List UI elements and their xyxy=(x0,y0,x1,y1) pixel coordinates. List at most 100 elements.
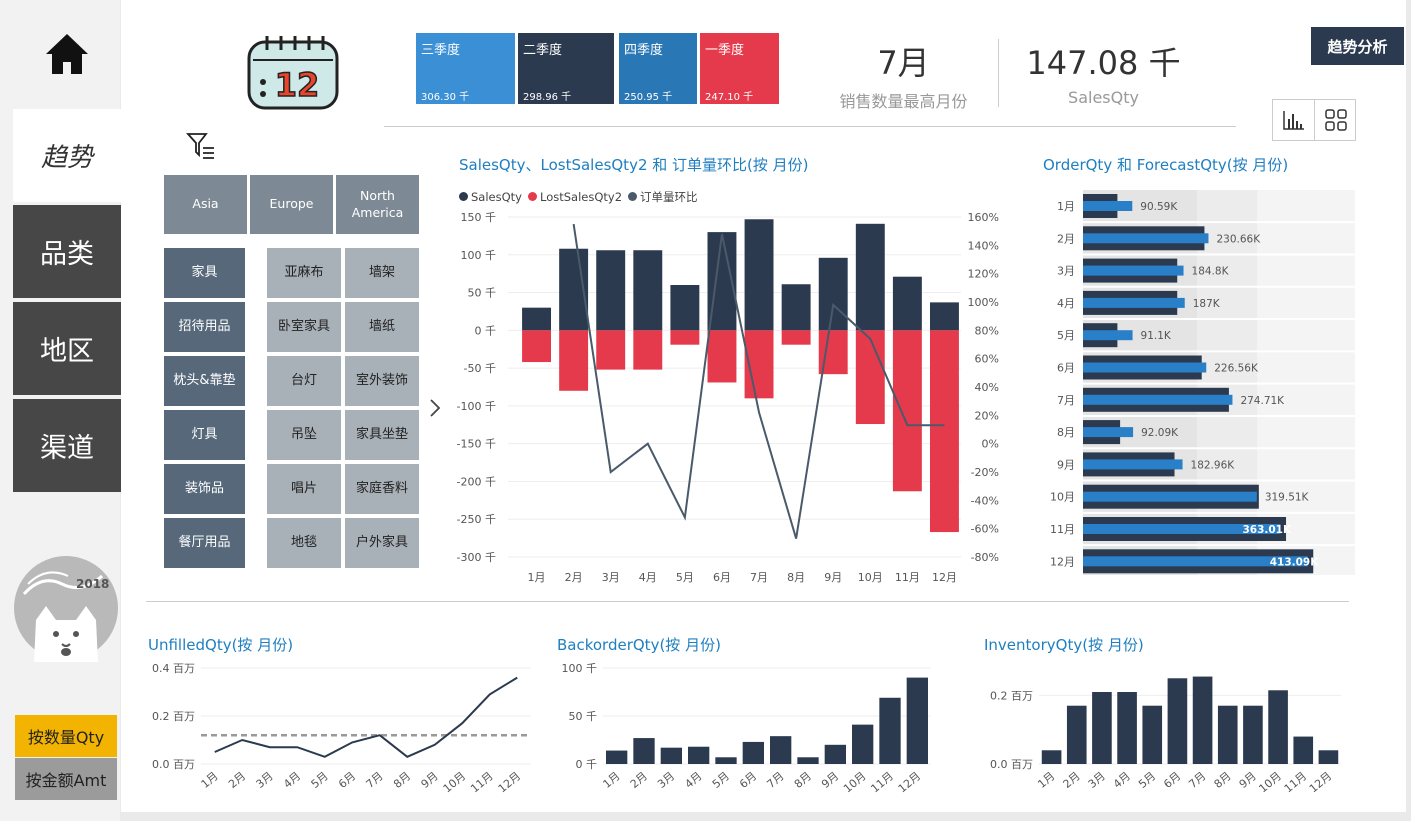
legend-item[interactable]: 订单量环比 xyxy=(628,189,698,205)
bar[interactable] xyxy=(1117,692,1137,764)
order-ratio-line[interactable] xyxy=(572,223,945,539)
bar[interactable] xyxy=(1192,676,1213,764)
clear-filter-button[interactable] xyxy=(185,131,216,161)
quarter-tile[interactable]: 一季度 247.10 千 xyxy=(700,33,779,104)
order-bar[interactable] xyxy=(1083,459,1183,470)
lost-sales-bar[interactable] xyxy=(929,330,959,533)
order-bar[interactable] xyxy=(1083,330,1133,341)
category-slicer-button[interactable]: 亚麻布 xyxy=(267,248,341,298)
nav-item-trend[interactable]: 趋势 xyxy=(13,109,121,202)
order-bar[interactable] xyxy=(1083,265,1184,276)
bar[interactable] xyxy=(852,724,874,764)
bar[interactable] xyxy=(742,741,764,764)
category-slicer-button[interactable]: 墙架 xyxy=(345,248,419,298)
bar[interactable] xyxy=(906,677,928,764)
sales-bar[interactable] xyxy=(818,257,848,331)
order-bar[interactable] xyxy=(1083,297,1185,308)
category-slicer-button[interactable]: 户外家具 xyxy=(345,518,419,568)
category-slicer-button[interactable]: 灯具 xyxy=(164,410,245,460)
sales-bar[interactable] xyxy=(744,219,774,331)
trend-analysis-button[interactable]: 趋势分析 xyxy=(1311,27,1404,65)
bar[interactable] xyxy=(688,746,710,764)
region-slicer-button[interactable]: Europe xyxy=(250,175,333,234)
bar[interactable] xyxy=(1092,692,1112,764)
bar[interactable] xyxy=(715,757,737,764)
category-slicer-button[interactable]: 吊坠 xyxy=(267,410,341,460)
lost-sales-bar[interactable] xyxy=(670,330,700,345)
bar[interactable] xyxy=(1066,705,1087,764)
nav-item-channel[interactable]: 渠道 xyxy=(13,399,121,492)
legend-item[interactable]: SalesQty xyxy=(459,190,522,204)
lost-sales-bar[interactable] xyxy=(892,330,922,492)
category-slicer-button[interactable]: 家庭香料 xyxy=(345,464,419,514)
sales-bar[interactable] xyxy=(596,250,626,331)
order-bar[interactable] xyxy=(1083,394,1233,405)
quarter-tile[interactable]: 四季度 250.95 千 xyxy=(619,33,697,104)
bar[interactable] xyxy=(1142,705,1163,764)
bar[interactable] xyxy=(1318,750,1339,764)
category-slicer-button[interactable]: 室外装饰 xyxy=(345,356,419,406)
category-slicer-button[interactable]: 墙纸 xyxy=(345,302,419,352)
sales-bar[interactable] xyxy=(929,302,959,331)
order-bar[interactable] xyxy=(1083,524,1281,534)
lost-sales-bar[interactable] xyxy=(633,330,663,370)
bar[interactable] xyxy=(797,757,819,764)
order-bar[interactable] xyxy=(1083,427,1134,438)
quarter-tile[interactable]: 三季度 306.30 千 xyxy=(416,33,515,104)
bar[interactable] xyxy=(1243,705,1263,764)
toggle-amt-button[interactable]: 按金额Amt xyxy=(15,758,117,800)
order-bar[interactable] xyxy=(1083,233,1209,244)
y2-tick-label: 140% xyxy=(968,239,999,252)
region-slicer-button[interactable]: Asia xyxy=(164,175,247,234)
category-slicer-button[interactable]: 卧室家具 xyxy=(267,302,341,352)
quarter-tile[interactable]: 二季度 298.96 千 xyxy=(518,33,614,104)
category-slicer-button[interactable]: 唱片 xyxy=(267,464,341,514)
sales-bar[interactable] xyxy=(892,276,922,331)
lost-sales-bar[interactable] xyxy=(707,330,737,383)
category-slicer-button[interactable]: 餐厅用品 xyxy=(164,518,245,568)
backorder-chart: 100 千 50 千 0 千1月 2月 3月 4月 5月 6月 7月 8月 9月 10月 11月 12月 xyxy=(562,662,931,795)
sales-bar[interactable] xyxy=(781,284,811,331)
sales-bar[interactable] xyxy=(522,307,552,331)
order-bar[interactable] xyxy=(1083,362,1207,373)
toggle-qty-button[interactable]: 按数量Qty xyxy=(15,715,117,757)
category-slicer-button[interactable]: 枕头&靠垫 xyxy=(164,356,245,406)
category-slicer-button[interactable]: 招待用品 xyxy=(164,302,245,352)
bar[interactable] xyxy=(824,744,846,764)
bar[interactable] xyxy=(1268,690,1288,764)
nav-item-region[interactable]: 地区 xyxy=(13,302,121,395)
category-slicer-button[interactable]: 装饰品 xyxy=(164,464,245,514)
order-bar[interactable] xyxy=(1083,556,1308,567)
lost-sales-bar[interactable] xyxy=(522,330,552,363)
lost-sales-bar[interactable] xyxy=(559,330,589,391)
lost-sales-bar[interactable] xyxy=(855,330,885,425)
category-slicer-button[interactable]: 家具坐垫 xyxy=(345,410,419,460)
bar[interactable] xyxy=(1167,678,1188,764)
bar[interactable] xyxy=(770,736,792,764)
category-slicer-button[interactable]: 地毯 xyxy=(267,518,341,568)
bar[interactable] xyxy=(1217,705,1238,764)
legend-item[interactable]: LostSalesQty2 xyxy=(527,190,622,204)
bar[interactable] xyxy=(1041,750,1062,764)
bar[interactable] xyxy=(633,738,655,764)
sales-bar[interactable] xyxy=(633,250,663,331)
sales-bar[interactable] xyxy=(670,285,700,331)
sales-bar[interactable] xyxy=(855,223,885,331)
order-bar[interactable] xyxy=(1083,201,1133,211)
bar[interactable] xyxy=(660,747,682,764)
expand-chevron[interactable] xyxy=(428,397,442,419)
region-slicer-button[interactable]: North America xyxy=(336,175,419,234)
nav-item-category[interactable]: 品类 xyxy=(13,205,121,298)
category-slicer-button[interactable]: 家具 xyxy=(164,248,245,298)
lost-sales-bar[interactable] xyxy=(596,330,626,370)
home-button[interactable] xyxy=(13,0,120,108)
bar[interactable] xyxy=(1293,736,1314,764)
unfilled-line[interactable] xyxy=(214,676,518,758)
category-slicer-button[interactable]: 台灯 xyxy=(267,356,341,406)
chart-view-button[interactable] xyxy=(1273,100,1315,140)
bar[interactable] xyxy=(606,750,628,764)
bar[interactable] xyxy=(879,697,901,764)
lost-sales-bar[interactable] xyxy=(781,330,811,345)
grid-view-button[interactable] xyxy=(1315,100,1356,140)
order-bar[interactable] xyxy=(1083,491,1257,502)
